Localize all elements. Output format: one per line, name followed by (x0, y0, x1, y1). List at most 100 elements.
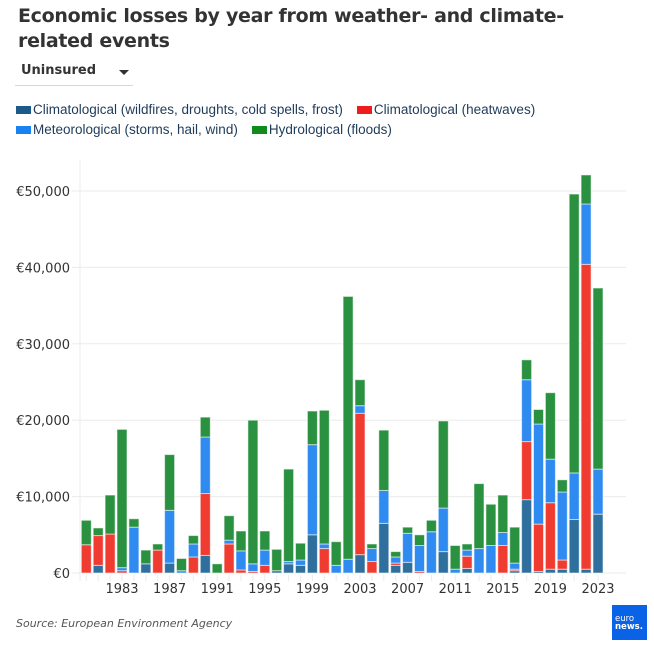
bar-segment-heatwaves[interactable] (152, 549, 164, 574)
bar-segment-hydrological[interactable] (485, 503, 497, 546)
bar-stack-1986[interactable] (152, 543, 164, 574)
bar-segment-heatwaves[interactable] (199, 493, 211, 556)
bar-segment-climatological[interactable] (461, 567, 473, 574)
bar-segment-hydrological[interactable] (140, 549, 152, 565)
bar-stack-2002[interactable] (342, 295, 354, 574)
bar-segment-climatological[interactable] (521, 499, 533, 574)
bar-segment-meteorological[interactable] (473, 548, 485, 574)
bar-segment-hydrological[interactable] (342, 295, 354, 560)
bar-segment-hydrological[interactable] (128, 518, 140, 528)
bar-segment-hydrological[interactable] (402, 526, 414, 534)
bar-segment-hydrological[interactable] (568, 193, 580, 474)
bar-stack-2016[interactable] (509, 526, 521, 574)
bar-segment-meteorological[interactable] (366, 548, 378, 563)
bar-segment-heatwaves[interactable] (318, 548, 330, 574)
bar-segment-hydrological[interactable] (259, 530, 271, 551)
bar-segment-hydrological[interactable] (366, 543, 378, 550)
bar-stack-1983[interactable] (116, 428, 128, 574)
bar-stack-1980[interactable] (80, 519, 92, 574)
bar-segment-meteorological[interactable] (461, 549, 473, 557)
bar-segment-hydrological[interactable] (80, 519, 92, 546)
bar-stack-1988[interactable] (176, 557, 187, 574)
bar-segment-meteorological[interactable] (568, 472, 580, 521)
bar-stack-2009[interactable] (425, 519, 437, 574)
bar-segment-heatwaves[interactable] (556, 559, 568, 570)
bar-segment-meteorological[interactable] (378, 489, 390, 524)
bar-stack-1981[interactable] (92, 527, 104, 574)
bar-segment-meteorological[interactable] (342, 558, 354, 574)
bar-stack-2013[interactable] (473, 483, 485, 574)
bar-stack-2001[interactable] (330, 541, 342, 574)
bar-stack-2014[interactable] (485, 503, 497, 574)
bar-segment-hydrological[interactable] (295, 542, 306, 561)
bar-segment-heatwaves[interactable] (544, 502, 556, 570)
bar-stack-1985[interactable] (140, 549, 152, 574)
bar-segment-meteorological[interactable] (128, 526, 140, 574)
bar-stack-1987[interactable] (164, 454, 176, 574)
bar-segment-hydrological[interactable] (580, 174, 592, 205)
bar-segment-hydrological[interactable] (152, 543, 164, 551)
bar-segment-hydrological[interactable] (497, 494, 509, 534)
bar-segment-climatological[interactable] (592, 513, 604, 574)
bar-segment-hydrological[interactable] (283, 468, 295, 563)
bar-segment-hydrological[interactable] (176, 557, 187, 572)
bar-segment-meteorological[interactable] (247, 563, 259, 572)
bar-segment-heatwaves[interactable] (366, 561, 378, 574)
bar-segment-climatological[interactable] (295, 564, 306, 574)
bar-stack-1992[interactable] (223, 515, 235, 574)
bar-stack-2010[interactable] (437, 420, 449, 574)
bar-stack-1994[interactable] (247, 419, 259, 574)
bar-stack-2007[interactable] (402, 526, 414, 574)
bar-segment-meteorological[interactable] (306, 444, 318, 536)
bar-segment-hydrological[interactable] (437, 420, 449, 509)
bar-stack-1984[interactable] (128, 518, 140, 574)
bar-segment-hydrological[interactable] (318, 409, 330, 545)
bar-segment-hydrological[interactable] (223, 515, 235, 541)
bar-stack-2003[interactable] (354, 379, 366, 574)
bar-segment-climatological[interactable] (199, 554, 211, 574)
bar-segment-climatological[interactable] (580, 568, 592, 574)
bar-segment-climatological[interactable] (378, 522, 390, 574)
bar-segment-meteorological[interactable] (187, 543, 199, 558)
bar-stack-1999[interactable] (306, 410, 318, 574)
bar-stack-2022[interactable] (580, 174, 592, 574)
bar-segment-meteorological[interactable] (330, 564, 342, 574)
bar-stack-2005[interactable] (378, 429, 390, 574)
bar-segment-meteorological[interactable] (592, 468, 604, 515)
bar-segment-climatological[interactable] (306, 534, 318, 574)
bar-segment-hydrological[interactable] (544, 392, 556, 460)
bar-segment-hydrological[interactable] (354, 379, 366, 407)
insurance-type-dropdown[interactable]: Uninsured (15, 60, 133, 86)
bar-segment-climatological[interactable] (402, 561, 414, 574)
bar-stack-2019[interactable] (544, 392, 556, 574)
bar-stack-1995[interactable] (259, 530, 271, 574)
bar-segment-hydrological[interactable] (521, 359, 533, 381)
bar-stack-1997[interactable] (283, 468, 295, 574)
bar-segment-meteorological[interactable] (390, 556, 402, 564)
bar-segment-heatwaves[interactable] (580, 263, 592, 570)
bar-segment-climatological[interactable] (568, 519, 580, 574)
bar-segment-climatological[interactable] (390, 564, 402, 574)
bar-segment-hydrological[interactable] (592, 287, 604, 470)
bar-segment-heatwaves[interactable] (259, 564, 271, 574)
bar-stack-2018[interactable] (533, 409, 544, 574)
bar-segment-hydrological[interactable] (235, 530, 247, 552)
bar-segment-hydrological[interactable] (390, 551, 402, 558)
bar-segment-hydrological[interactable] (556, 479, 568, 493)
bar-stack-2011[interactable] (449, 544, 461, 574)
bar-segment-hydrological[interactable] (116, 428, 128, 569)
bar-segment-climatological[interactable] (92, 564, 104, 574)
bar-segment-meteorological[interactable] (449, 568, 461, 574)
bar-segment-climatological[interactable] (354, 554, 366, 574)
bar-segment-climatological[interactable] (283, 563, 295, 574)
bar-segment-heatwaves[interactable] (533, 523, 544, 572)
bar-stack-2006[interactable] (390, 551, 402, 574)
bar-stack-2004[interactable] (366, 543, 378, 574)
bar-segment-heatwaves[interactable] (92, 535, 104, 566)
bar-segment-meteorological[interactable] (199, 436, 211, 495)
bar-stack-1990[interactable] (199, 416, 211, 574)
bar-stack-2023[interactable] (592, 287, 604, 574)
bar-segment-meteorological[interactable] (223, 539, 235, 545)
bar-segment-meteorological[interactable] (235, 550, 247, 571)
bar-segment-meteorological[interactable] (164, 509, 176, 564)
